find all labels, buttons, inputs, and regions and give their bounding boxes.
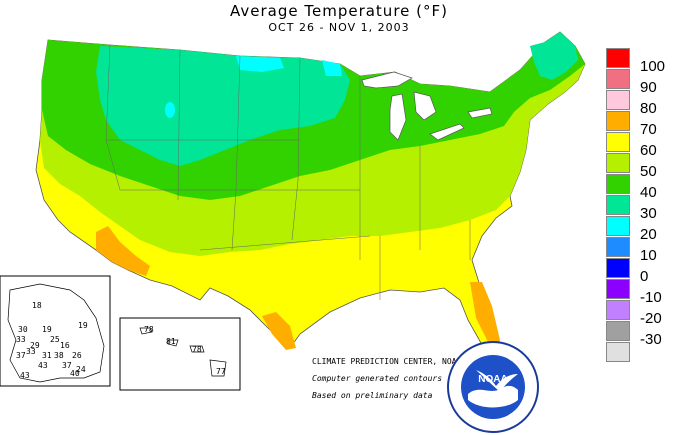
credit-method: Computer generated contours xyxy=(312,374,443,383)
alaska-value: 19 xyxy=(78,321,88,330)
credit-data-note: Based on preliminary data xyxy=(312,391,433,400)
legend-swatch xyxy=(606,237,630,257)
legend-label: 70 xyxy=(640,121,657,138)
map-title: Average Temperature (°F) xyxy=(230,2,448,20)
band-20s-c xyxy=(165,102,175,118)
band-30s xyxy=(96,46,350,166)
hawaii-inset xyxy=(119,317,241,391)
alaska-value: 29 xyxy=(30,341,40,350)
band-70s-fl xyxy=(470,282,500,346)
band-20s xyxy=(236,56,284,72)
alaska-value: 43 xyxy=(38,361,48,370)
legend-label: 60 xyxy=(640,142,657,159)
legend-swatch xyxy=(606,48,630,68)
hawaii-values: 78 81 78 77 xyxy=(144,325,226,376)
alaska-value: 24 xyxy=(76,365,86,374)
legend-swatch xyxy=(606,153,630,173)
legend-swatch xyxy=(606,342,630,362)
legend-swatch xyxy=(606,174,630,194)
legend-swatch xyxy=(606,216,630,236)
legend-label: 100 xyxy=(640,58,666,75)
legend-swatch xyxy=(606,111,630,131)
hawaii-islands xyxy=(139,327,227,377)
lake-superior xyxy=(361,71,413,89)
credit-center: CLIMATE PREDICTION CENTER, NOAA xyxy=(312,357,462,366)
noaa-logo-text: NOAA xyxy=(478,374,507,385)
noaa-logo: NOAA xyxy=(447,341,539,433)
band-70s-tx xyxy=(262,312,296,350)
alaska-landmass xyxy=(7,283,105,383)
legend-label: -20 xyxy=(640,310,662,327)
legend-label: 10 xyxy=(640,247,657,264)
legend-swatch xyxy=(606,195,630,215)
hawaii-value: 77 xyxy=(216,367,226,376)
lake-michigan xyxy=(389,93,407,141)
alaska-value: 37 xyxy=(62,361,72,370)
legend-label: 20 xyxy=(640,226,657,243)
alaska-value: 30 xyxy=(18,325,28,334)
alaska-value: 33 xyxy=(16,335,26,344)
hawaii-value: 81 xyxy=(166,337,176,346)
legend-label: -30 xyxy=(640,331,662,348)
alaska-value: 40 xyxy=(70,369,80,378)
state-lines xyxy=(105,44,471,300)
hawaii-value: 78 xyxy=(192,345,202,354)
legend-swatch xyxy=(606,90,630,110)
alaska-values: 18 19 19 25 30 33 29 16 37 38 26 31 43 3… xyxy=(16,301,88,380)
band-70s-ca xyxy=(96,226,150,276)
lake-huron xyxy=(413,91,437,121)
legend-swatch xyxy=(606,258,630,278)
hawaii-value: 78 xyxy=(144,325,154,334)
band-30s-east xyxy=(530,32,578,80)
legend-swatch xyxy=(606,279,630,299)
alaska-value: 33 xyxy=(26,347,36,356)
lake-ontario xyxy=(467,107,493,119)
map-subtitle: OCT 26 - NOV 1, 2003 xyxy=(268,21,410,34)
alaska-value: 38 xyxy=(54,351,64,360)
legend-label: 30 xyxy=(640,205,657,222)
alaska-value: 31 xyxy=(42,351,52,360)
alaska-value: 19 xyxy=(42,325,52,334)
legend-label: 80 xyxy=(640,100,657,117)
alaska-value: 37 xyxy=(16,351,26,360)
legend-swatch xyxy=(606,69,630,89)
alaska-value: 26 xyxy=(72,351,82,360)
legend-label: 40 xyxy=(640,184,657,201)
alaska-value: 16 xyxy=(60,341,70,350)
legend-label: -10 xyxy=(640,289,662,306)
band-20s-b xyxy=(322,60,342,76)
legend-swatch xyxy=(606,132,630,152)
alaska-value: 43 xyxy=(20,371,30,380)
alaska-value: 18 xyxy=(32,301,42,310)
legend-swatch xyxy=(606,321,630,341)
legend-label: 0 xyxy=(640,268,649,285)
lake-erie xyxy=(429,123,465,141)
legend-swatch xyxy=(606,300,630,320)
alaska-value: 25 xyxy=(50,335,60,344)
legend-label: 90 xyxy=(640,79,657,96)
legend-label: 50 xyxy=(640,163,657,180)
